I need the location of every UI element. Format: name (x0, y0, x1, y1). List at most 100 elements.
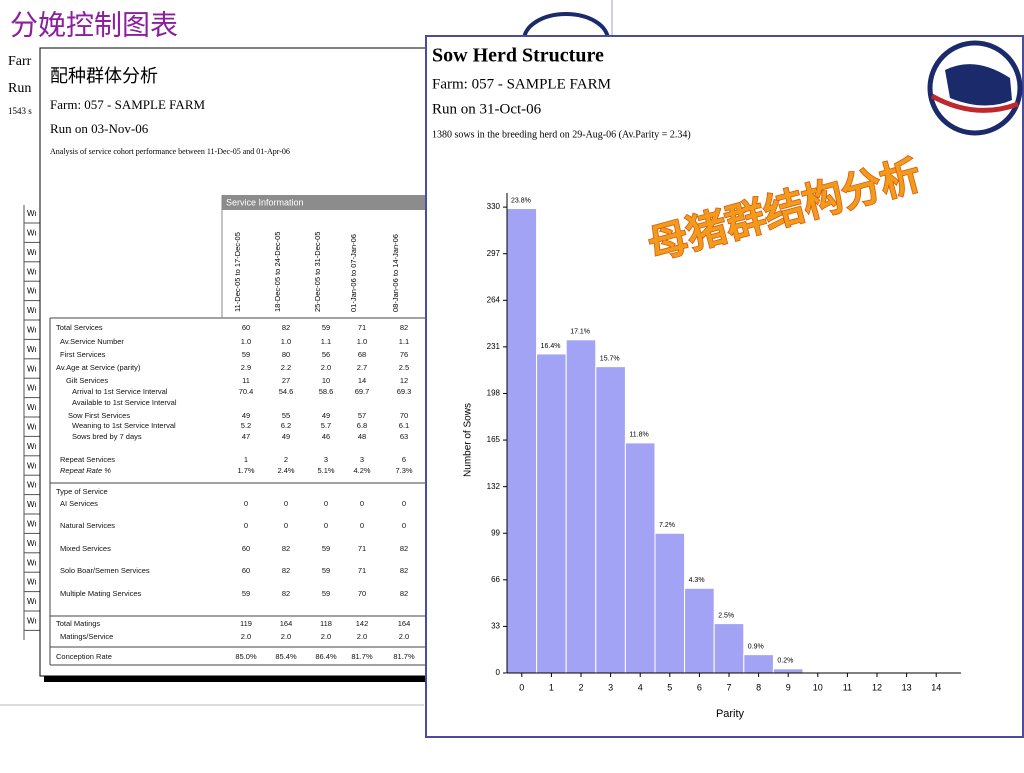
back-text: 1543 s (8, 106, 32, 116)
cell: 2.0 (281, 632, 291, 641)
back-row: Wı (27, 520, 37, 529)
back-row: Wı (27, 578, 37, 587)
row-label: Gilt Services (66, 376, 108, 385)
cell: 59 (242, 350, 250, 359)
bar (713, 623, 745, 674)
cell: 2.9 (241, 363, 251, 372)
row-label: Available to 1st Service Interval (72, 398, 177, 407)
x-tick-label: 4 (638, 682, 643, 692)
back-row: Wı (27, 267, 37, 276)
cell: 2 (284, 455, 288, 464)
bar-label: 23.8% (511, 197, 531, 204)
cell: 164 (280, 619, 293, 628)
cell: 49 (322, 411, 330, 420)
row-label: Conception Rate (56, 652, 112, 661)
bar (565, 339, 597, 674)
cell: 60 (242, 566, 250, 575)
cell: 0 (360, 499, 364, 508)
x-tick-label: 11 (843, 682, 852, 692)
cell: 59 (322, 566, 330, 575)
cell: 69.3 (397, 387, 412, 396)
back-row: Wı (27, 442, 37, 451)
cell: 82 (400, 589, 408, 598)
cell: 5.2 (241, 421, 251, 430)
back-doc: Farr Run 1543 s Wı Wı Wı Wı Wı Wı Wı Wı Wı Wı Wı Wı Wı W… (8, 54, 40, 640)
cell: 2.0 (399, 632, 409, 641)
back-row: Wı (27, 597, 37, 606)
cell: 63 (400, 432, 408, 441)
cell: 81.7% (393, 652, 415, 661)
row-label: AI Services (60, 499, 98, 508)
service-doc (39, 47, 431, 677)
cell: 14 (358, 376, 366, 385)
bar-label: 4.3% (689, 577, 705, 584)
herd-note: 1380 sows in the breeding herd on 29-Aug… (432, 129, 691, 140)
column-header: 25-Dec-05 to 31-Dec-05 (313, 232, 322, 312)
cell: 0 (324, 521, 328, 530)
cell: 164 (398, 619, 411, 628)
column-header: 18-Dec-05 to 24-Dec-05 (273, 232, 282, 312)
cell: 12 (400, 376, 408, 385)
cell: 54.6 (279, 387, 294, 396)
doc-title: 配种群体分析 (50, 66, 158, 86)
cell: 11 (242, 376, 250, 385)
logo-pig (945, 64, 1012, 106)
cell: 82 (400, 566, 408, 575)
cell: 46 (322, 432, 330, 441)
x-tick-label: 6 (697, 682, 702, 692)
y-tick-label: 66 (491, 575, 500, 584)
cell: 80 (282, 350, 290, 359)
row-label: Solo Boar/Semen Services (60, 566, 150, 575)
column-header: 11-Dec-05 to 17-Dec-05 (233, 232, 242, 312)
cell: 55 (282, 411, 290, 420)
row-label: Av.Age at Service (parity) (56, 363, 141, 372)
cell: 2.2 (281, 363, 291, 372)
x-tick-label: 1 (549, 682, 554, 692)
back-row: Wı (27, 364, 37, 373)
cell: 59 (322, 323, 330, 332)
cell: 1.1 (399, 337, 409, 346)
bar (536, 353, 567, 674)
column-header: 08-Jan-06 to 14-Jan-06 (391, 234, 400, 312)
cell: 82 (282, 589, 290, 598)
cell: 48 (358, 432, 366, 441)
cell: 70.4 (239, 387, 254, 396)
cell: 118 (320, 619, 332, 628)
cell: 0 (284, 521, 288, 530)
cell: 0 (284, 499, 288, 508)
bar (624, 442, 656, 674)
cell: 10 (322, 376, 330, 385)
back-row: Wı (27, 558, 37, 567)
back-row: Wı (27, 384, 37, 393)
cell: 47 (242, 432, 250, 441)
x-tick-label: 3 (608, 682, 613, 692)
row-label: Type of Service (56, 487, 108, 496)
y-tick-label: 0 (496, 668, 501, 677)
cell: 58.6 (319, 387, 334, 396)
cell: 0 (402, 521, 406, 530)
row-label: Mixed Services (60, 544, 111, 553)
cell: 4.2% (353, 466, 370, 475)
bar-label: 16.4% (541, 343, 561, 350)
herd-farm: Farm: 057 - SAMPLE FARM (432, 76, 611, 92)
back-row: Wı (27, 248, 37, 257)
cell: 5.1% (317, 466, 334, 475)
back-row: Wı (27, 481, 37, 490)
cell: 0 (402, 499, 406, 508)
cell: 142 (356, 619, 369, 628)
back-row: Wı (27, 287, 37, 296)
cell: 2.0 (357, 632, 367, 641)
cell: 2.4% (277, 466, 294, 475)
y-tick-label: 132 (487, 482, 501, 491)
bar-label: 0.9% (748, 643, 764, 650)
cell: 1.0 (281, 337, 291, 346)
cell: 0 (244, 521, 248, 530)
y-tick-label: 264 (487, 295, 501, 304)
x-tick-label: 9 (786, 682, 791, 692)
cell: 2.7 (357, 363, 367, 372)
cell: 2.0 (321, 363, 331, 372)
row-label: Weaning to 1st Service Interval (72, 421, 176, 430)
cell: 82 (282, 323, 290, 332)
column-header: 01-Jan-06 to 07-Jan-06 (349, 234, 358, 312)
